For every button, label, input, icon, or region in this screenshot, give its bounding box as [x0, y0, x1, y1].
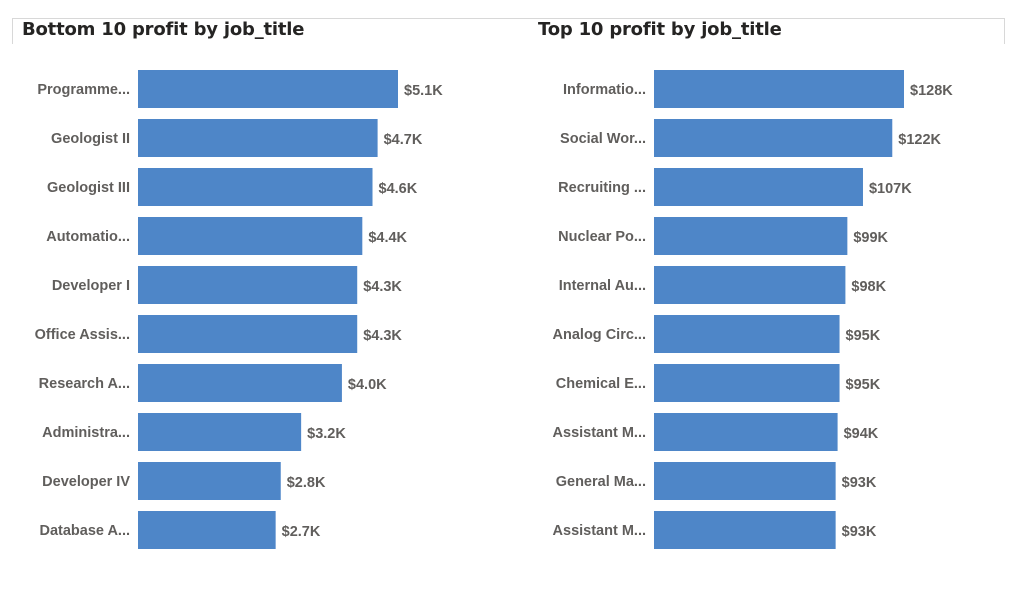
category-label: Analog Circ...: [553, 327, 646, 343]
data-label: $95K: [846, 377, 881, 393]
chart-title-top-10: Top 10 profit by job_title: [538, 19, 782, 40]
data-label: $4.3K: [363, 279, 402, 295]
category-label: Assistant M...: [553, 523, 646, 539]
category-label: Social Wor...: [560, 131, 646, 147]
data-label: $4.6K: [379, 181, 418, 197]
category-label: Geologist III: [47, 180, 130, 196]
bar[interactable]: [138, 364, 342, 402]
category-label: Nuclear Po...: [558, 229, 646, 245]
category-label: Informatio...: [563, 82, 646, 98]
chart-title-bottom-10: Bottom 10 profit by job_title: [22, 19, 305, 40]
bottom-10-bar-chart: Programme... $5.1K Geologist II $4.7K Geolog…: [35, 70, 443, 549]
data-label: $2.7K: [282, 524, 321, 540]
bar[interactable]: [654, 413, 838, 451]
bar[interactable]: [654, 315, 840, 353]
bar[interactable]: [138, 217, 363, 255]
category-label: Internal Au...: [559, 278, 646, 294]
bar[interactable]: [654, 119, 893, 157]
bar[interactable]: [138, 266, 358, 304]
data-label: $93K: [842, 524, 877, 540]
visual-border-left: [12, 18, 13, 44]
bar[interactable]: [654, 511, 836, 549]
bar[interactable]: [654, 168, 863, 206]
category-label: Database A...: [39, 523, 130, 539]
category-label: Geologist II: [51, 131, 130, 147]
visual-border-top: [12, 18, 1005, 19]
bar[interactable]: [138, 119, 378, 157]
data-label: $107K: [869, 181, 912, 197]
category-label: Chemical E...: [556, 376, 646, 392]
data-label: $128K: [910, 83, 953, 99]
bar[interactable]: [654, 462, 836, 500]
data-label: $99K: [853, 230, 888, 246]
data-label: $95K: [846, 328, 881, 344]
data-label: $94K: [844, 426, 879, 442]
bar[interactable]: [138, 462, 281, 500]
bar[interactable]: [138, 315, 358, 353]
bar[interactable]: [654, 70, 904, 108]
category-label: Developer IV: [42, 474, 130, 490]
category-label: Office Assis...: [35, 327, 130, 343]
data-label: $98K: [851, 279, 886, 295]
data-label: $3.2K: [307, 426, 346, 442]
category-label: Automatio...: [46, 229, 130, 245]
category-label: General Ma...: [556, 474, 646, 490]
bar[interactable]: [654, 364, 840, 402]
category-label: Assistant M...: [553, 425, 646, 441]
category-label: Research A...: [39, 376, 130, 392]
visual-border-right: [1004, 18, 1005, 44]
data-label: $4.7K: [384, 132, 423, 148]
bar[interactable]: [138, 413, 302, 451]
bar[interactable]: [138, 70, 398, 108]
data-label: $4.4K: [368, 230, 407, 246]
category-label: Administra...: [42, 425, 130, 441]
data-label: $93K: [842, 475, 877, 491]
bar[interactable]: [138, 168, 373, 206]
bar[interactable]: [138, 511, 276, 549]
data-label: $4.0K: [348, 377, 387, 393]
category-label: Recruiting ...: [558, 180, 646, 196]
bar[interactable]: [654, 217, 848, 255]
category-label: Programme...: [37, 82, 130, 98]
bar[interactable]: [654, 266, 846, 304]
data-label: $5.1K: [404, 83, 443, 99]
data-label: $4.3K: [363, 328, 402, 344]
data-label: $122K: [898, 132, 941, 148]
category-label: Developer I: [52, 278, 130, 294]
data-label: $2.8K: [287, 475, 326, 491]
